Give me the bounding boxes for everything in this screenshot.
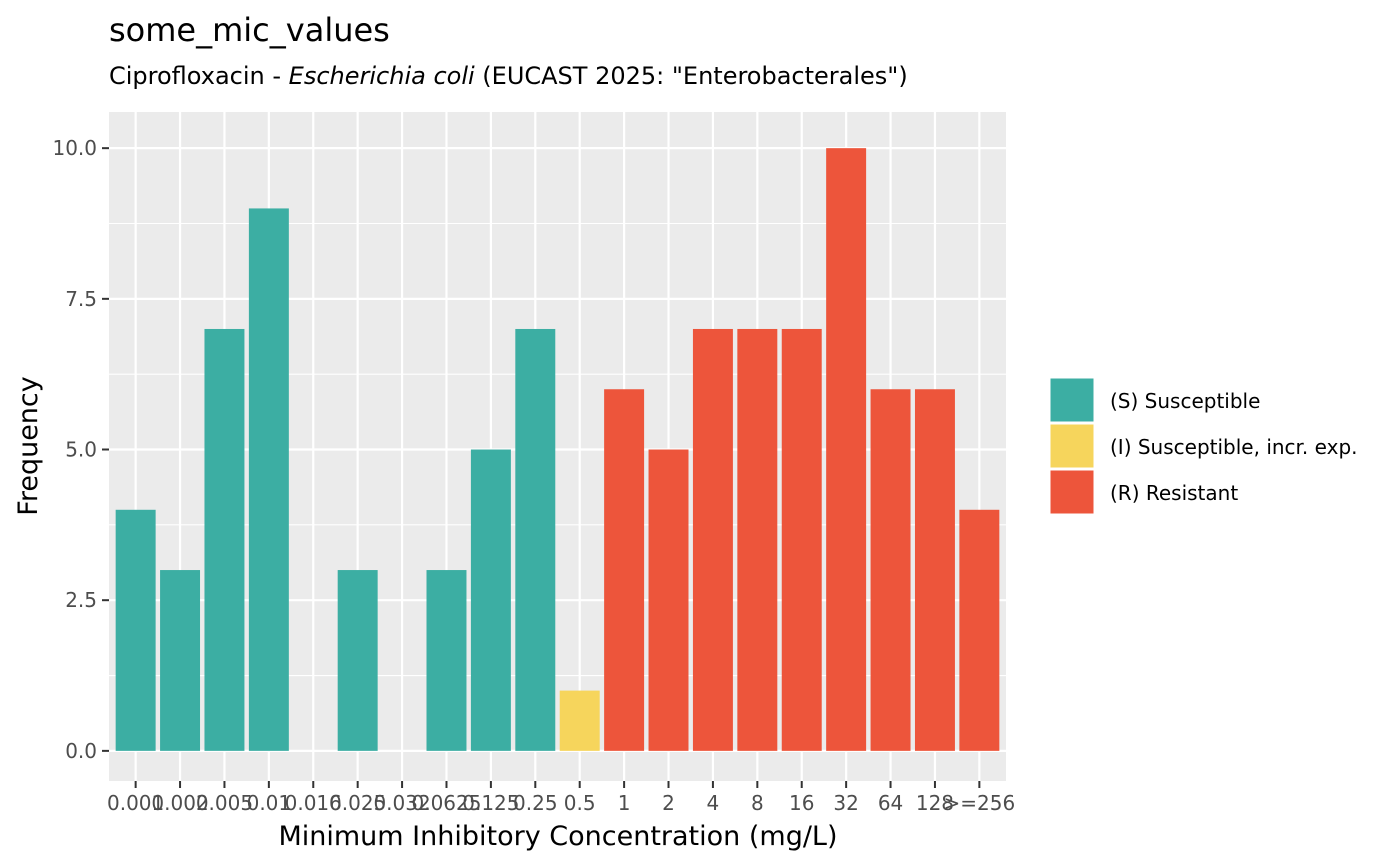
x-tick-label: 4: [707, 791, 720, 815]
bar: [781, 328, 822, 751]
x-tick-label: 0.005: [196, 791, 253, 815]
x-tick-label: >=256: [944, 791, 1016, 815]
legend-key: [1049, 377, 1095, 423]
subtitle-antibiotic: Ciprofloxacin -: [109, 62, 289, 90]
x-tick-label: 0.125: [462, 791, 519, 815]
y-tick-label: 10.0: [52, 136, 97, 160]
x-tick-label: 0.001: [107, 791, 164, 815]
x-tick-label: 0.5: [564, 791, 596, 815]
bar: [204, 328, 245, 751]
bar: [115, 509, 156, 751]
legend-key: [1049, 469, 1095, 515]
bars: [115, 148, 1000, 751]
y-axis: 0.0 2.5 5.0 7.5 10.0: [52, 136, 109, 763]
chart-subtitle: Ciprofloxacin - Escherichia coli (EUCAST…: [109, 62, 908, 90]
x-tick-label: 2: [662, 791, 675, 815]
bar: [959, 509, 1000, 751]
subtitle-organism: Escherichia coli: [289, 62, 475, 90]
legend: (S) Susceptible (I) Susceptible, incr. ex…: [1049, 377, 1358, 515]
bar: [559, 690, 600, 751]
bar: [737, 328, 778, 751]
x-tick-label: 64: [878, 791, 903, 815]
legend-label: (S) Susceptible: [1110, 389, 1260, 413]
x-tick-label: 0.032: [373, 791, 430, 815]
bar: [515, 328, 556, 751]
x-tick-label: 0.002: [151, 791, 208, 815]
x-tick-label: 0.0625: [411, 791, 481, 815]
x-tick-label: 32: [833, 791, 858, 815]
bar: [248, 208, 289, 751]
legend-key: [1049, 423, 1095, 469]
bar: [470, 449, 511, 751]
bar: [160, 570, 201, 751]
y-tick-label: 2.5: [65, 588, 97, 612]
x-axis: 0.0010.0020.0050.010.0160.0250.0320.0625…: [107, 781, 1015, 815]
x-axis-title: Minimum Inhibitory Concentration (mg/L): [278, 821, 837, 852]
x-tick-label: 0.25: [513, 791, 558, 815]
legend-label: (I) Susceptible, incr. exp.: [1110, 435, 1358, 459]
chart-title: some_mic_values: [109, 11, 390, 49]
x-tick-label: 1: [618, 791, 631, 815]
bar: [692, 328, 733, 751]
y-axis-title: Frequency: [13, 376, 44, 516]
subtitle-guideline: (EUCAST 2025: "Enterobacterales"): [475, 62, 908, 90]
x-tick-label: 0.016: [285, 791, 342, 815]
bar: [914, 389, 955, 751]
x-tick-label: 0.01: [247, 791, 292, 815]
x-tick-label: 128: [916, 791, 954, 815]
bar: [826, 148, 867, 751]
bar: [604, 389, 645, 751]
x-tick-label: 16: [789, 791, 814, 815]
x-tick-label: 0.025: [329, 791, 386, 815]
y-tick-label: 7.5: [65, 287, 97, 311]
y-tick-label: 0.0: [65, 739, 97, 763]
bar: [337, 570, 378, 751]
bar: [870, 389, 911, 751]
x-tick-label: 8: [751, 791, 764, 815]
bar: [648, 449, 689, 751]
y-tick-label: 5.0: [65, 438, 97, 462]
bar: [426, 570, 467, 751]
legend-label: (R) Resistant: [1110, 481, 1238, 505]
